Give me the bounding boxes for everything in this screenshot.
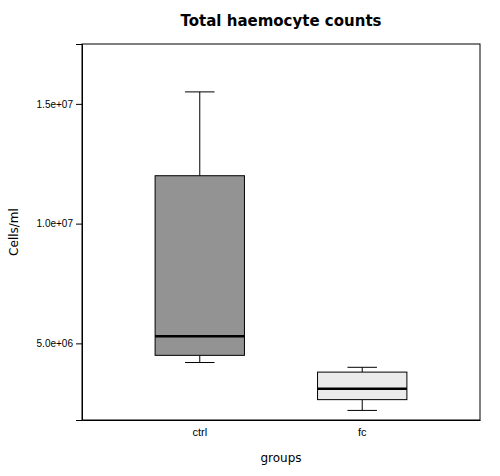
x-tick-label: ctrl xyxy=(192,426,207,438)
median xyxy=(318,388,407,391)
upper-cap xyxy=(185,91,214,92)
title: Total haemocyte counts xyxy=(181,12,382,30)
boxes xyxy=(155,92,407,411)
y-tick-mark xyxy=(76,224,82,225)
plot-frame xyxy=(82,44,480,420)
box xyxy=(318,372,407,400)
upper-whisker xyxy=(362,367,363,372)
y-tick: 1.5e+07 xyxy=(37,99,82,110)
x-tick: fc xyxy=(358,426,367,438)
median xyxy=(155,335,244,338)
y-axis-title: Cells/ml xyxy=(7,208,21,256)
lower-cap xyxy=(185,362,214,363)
upper-whisker xyxy=(199,92,200,176)
x-axis-line xyxy=(83,420,481,421)
y-tick-label: 1.0e+07 xyxy=(37,218,74,229)
y-axis-line xyxy=(76,45,83,421)
x-axis-title: groups xyxy=(260,451,301,465)
chart: 5.0e+06 1.0e+07 1.5e+07 ctrl fc Total haemocy… xyxy=(0,0,500,476)
y-tick: 1.0e+07 xyxy=(37,218,82,229)
box-group xyxy=(155,92,244,363)
lower-cap xyxy=(347,410,376,411)
lower-whisker xyxy=(362,400,363,411)
box-group xyxy=(318,367,407,410)
x-tick-label: fc xyxy=(358,426,367,438)
y-tick-label: 5.0e+06 xyxy=(37,338,74,349)
box xyxy=(155,176,244,356)
y-tick-label: 1.5e+07 xyxy=(37,99,74,110)
x-tick: ctrl xyxy=(192,426,207,438)
y-tick-mark xyxy=(76,343,82,344)
y-axis: 5.0e+06 1.0e+07 1.5e+07 xyxy=(37,45,83,421)
upper-cap xyxy=(347,367,376,368)
y-tick-mark xyxy=(76,104,82,105)
y-tick: 5.0e+06 xyxy=(37,338,82,349)
plot: 5.0e+06 1.0e+07 1.5e+07 ctrl fc xyxy=(37,44,481,438)
lower-whisker xyxy=(199,355,200,362)
x-axis: ctrl fc xyxy=(83,421,481,438)
